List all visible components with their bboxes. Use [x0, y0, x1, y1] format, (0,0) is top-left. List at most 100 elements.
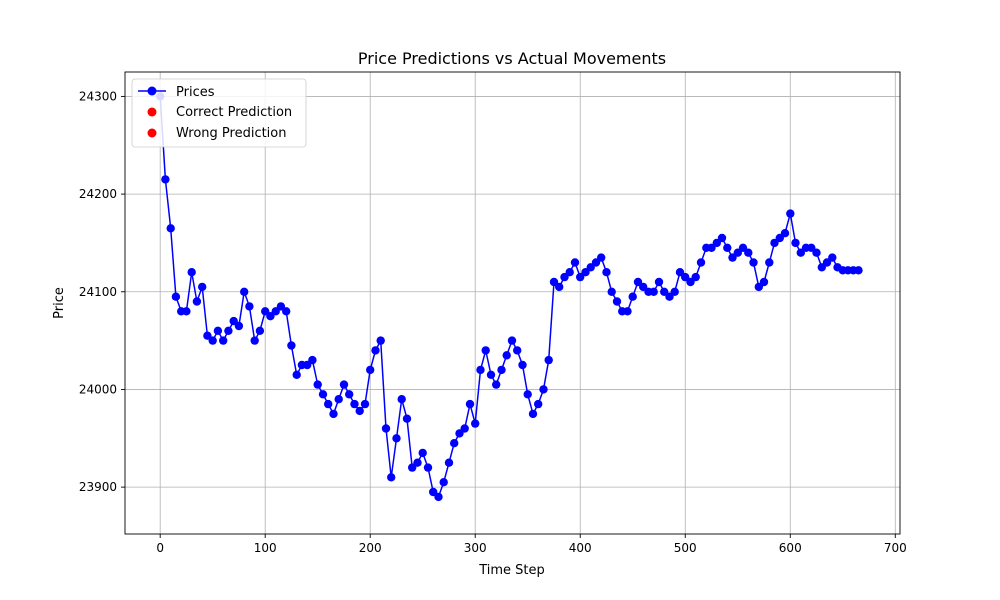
price-point — [639, 282, 648, 292]
axes-frame — [124, 71, 901, 535]
price-point — [570, 258, 580, 267]
price-point — [696, 258, 706, 267]
legend-wrong-marker — [147, 128, 157, 138]
grid — [125, 72, 900, 534]
price-point — [219, 336, 228, 345]
price-point — [408, 463, 417, 472]
price-point — [413, 458, 422, 467]
price-point — [371, 346, 380, 355]
x-tick-label: 100 — [254, 541, 277, 555]
price-point — [539, 385, 548, 394]
price-point — [502, 351, 511, 360]
price-point — [460, 424, 469, 433]
price-point — [565, 268, 574, 277]
price-point — [728, 253, 737, 262]
x-axis-label: Time Step — [478, 563, 545, 578]
price-point — [360, 399, 370, 409]
price-point — [355, 406, 364, 416]
legend-correct-marker — [147, 107, 157, 117]
price-point — [234, 321, 244, 331]
price-point — [576, 272, 585, 282]
price-point — [392, 434, 401, 443]
price-point — [654, 277, 664, 287]
price-point — [250, 336, 259, 345]
y-tick-label: 24200 — [79, 187, 117, 201]
legend-frame — [131, 78, 307, 148]
price-point — [339, 380, 349, 389]
price-point — [276, 302, 286, 311]
price-point — [523, 390, 532, 399]
x-tick-label: 0 — [156, 541, 164, 555]
price-point — [723, 243, 732, 252]
price-point — [429, 487, 438, 497]
price-point — [313, 380, 322, 389]
price-point — [450, 439, 459, 448]
price-point — [812, 248, 821, 257]
price-point — [691, 272, 700, 282]
price-point — [623, 307, 632, 316]
legend-label-correct: Correct Prediction — [176, 105, 292, 120]
y-tick-label: 23900 — [79, 480, 117, 494]
price-point — [308, 355, 317, 365]
price-point — [166, 224, 175, 233]
price-point — [612, 297, 622, 306]
price-point — [282, 307, 291, 316]
price-point — [182, 307, 191, 316]
y-axis-label: Price — [52, 287, 67, 319]
price-point — [481, 346, 490, 355]
price-point — [670, 287, 679, 296]
price-point — [434, 492, 443, 502]
y-tick-label: 24100 — [79, 285, 117, 299]
price-point — [292, 370, 301, 379]
price-point — [528, 409, 538, 419]
price-point — [649, 287, 658, 296]
y-tick-label: 24300 — [79, 89, 117, 103]
price-point — [534, 399, 543, 409]
price-point — [203, 331, 212, 340]
price-point — [161, 175, 170, 184]
price-point — [660, 287, 669, 296]
price-point — [786, 209, 795, 218]
price-point — [780, 229, 790, 238]
price-point — [334, 395, 343, 404]
price-point — [759, 277, 769, 287]
price-point — [171, 292, 181, 301]
price-point — [213, 326, 223, 335]
price-point — [387, 473, 396, 482]
price-point — [471, 419, 480, 428]
x-tick-label: 400 — [569, 541, 592, 555]
price-point — [397, 395, 406, 404]
price-point — [555, 282, 564, 292]
plot-area — [156, 92, 863, 502]
price-point — [738, 243, 748, 252]
price-point — [749, 258, 758, 267]
price-point — [187, 268, 196, 277]
price-point — [544, 355, 553, 365]
price-point — [518, 360, 527, 370]
x-tick-label: 300 — [464, 541, 487, 555]
price-point — [476, 365, 485, 375]
x-tick-label: 200 — [359, 541, 382, 555]
price-point — [240, 287, 249, 296]
price-point — [255, 326, 265, 335]
price-point — [224, 326, 233, 335]
price-point — [486, 370, 496, 379]
price-point — [439, 478, 448, 487]
price-point — [681, 272, 690, 282]
x-tick-label: 700 — [884, 541, 907, 555]
price-point — [770, 238, 779, 248]
price-point — [744, 248, 753, 257]
price-point — [418, 448, 427, 458]
price-point — [444, 458, 454, 467]
price-point — [287, 341, 296, 350]
ticks: 0 100 200 300 400 500 600 700 23900 24000 24100 242… — [79, 89, 907, 555]
price-point — [318, 390, 328, 399]
price-point — [402, 414, 412, 423]
price-point — [765, 258, 774, 267]
price-point — [376, 336, 385, 345]
price-point — [507, 336, 517, 345]
price-point — [628, 292, 637, 301]
price-point — [266, 312, 275, 321]
price-point — [492, 380, 501, 389]
